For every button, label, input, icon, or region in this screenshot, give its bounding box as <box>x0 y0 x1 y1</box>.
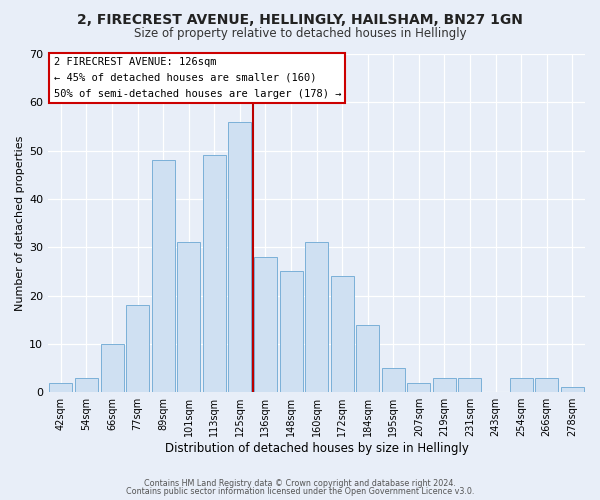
Bar <box>49 382 73 392</box>
Text: Contains HM Land Registry data © Crown copyright and database right 2024.: Contains HM Land Registry data © Crown c… <box>144 478 456 488</box>
Text: Size of property relative to detached houses in Hellingly: Size of property relative to detached ho… <box>134 28 466 40</box>
Bar <box>280 272 302 392</box>
Bar <box>356 324 379 392</box>
Bar <box>305 242 328 392</box>
Bar <box>177 242 200 392</box>
Bar <box>126 305 149 392</box>
Text: 2, FIRECREST AVENUE, HELLINGLY, HAILSHAM, BN27 1GN: 2, FIRECREST AVENUE, HELLINGLY, HAILSHAM… <box>77 12 523 26</box>
Bar <box>458 378 481 392</box>
Y-axis label: Number of detached properties: Number of detached properties <box>15 136 25 311</box>
Bar <box>331 276 353 392</box>
Bar <box>229 122 251 392</box>
Bar <box>561 388 584 392</box>
Bar <box>75 378 98 392</box>
Bar <box>535 378 558 392</box>
Bar <box>254 257 277 392</box>
Text: Contains public sector information licensed under the Open Government Licence v3: Contains public sector information licen… <box>126 487 474 496</box>
Bar <box>407 382 430 392</box>
Bar <box>433 378 456 392</box>
Bar <box>152 160 175 392</box>
Bar <box>101 344 124 392</box>
Text: 2 FIRECREST AVENUE: 126sqm
← 45% of detached houses are smaller (160)
50% of sem: 2 FIRECREST AVENUE: 126sqm ← 45% of deta… <box>53 58 341 98</box>
Bar <box>382 368 405 392</box>
X-axis label: Distribution of detached houses by size in Hellingly: Distribution of detached houses by size … <box>164 442 469 455</box>
Bar <box>203 156 226 392</box>
Bar <box>509 378 533 392</box>
